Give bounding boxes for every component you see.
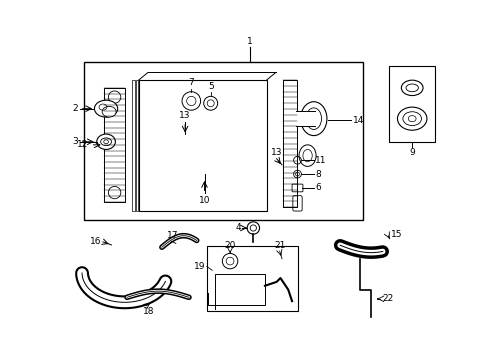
Bar — [138, 80, 266, 211]
Text: 10: 10 — [198, 195, 210, 204]
Bar — [295, 111, 315, 126]
Text: 3: 3 — [72, 137, 78, 146]
Text: 19: 19 — [193, 262, 205, 271]
Bar — [135, 80, 138, 211]
Ellipse shape — [101, 138, 111, 145]
Text: 13: 13 — [270, 148, 282, 157]
Text: 21: 21 — [273, 240, 285, 249]
Text: 13: 13 — [179, 111, 190, 120]
Text: 9: 9 — [408, 148, 414, 157]
Text: 2: 2 — [72, 104, 78, 113]
Text: 4: 4 — [235, 224, 241, 233]
Text: 1: 1 — [247, 37, 253, 46]
Text: 16: 16 — [90, 237, 101, 246]
Ellipse shape — [305, 108, 321, 130]
Bar — [84, 62, 363, 220]
Text: 5: 5 — [207, 82, 213, 91]
Text: 15: 15 — [390, 230, 402, 239]
Text: 18: 18 — [143, 306, 155, 315]
Text: 14: 14 — [352, 116, 363, 125]
Text: 11: 11 — [315, 156, 326, 165]
Text: 20: 20 — [224, 240, 235, 249]
Bar — [206, 246, 298, 311]
Bar — [214, 274, 264, 305]
Text: 12: 12 — [77, 140, 88, 149]
Text: 7: 7 — [188, 78, 194, 87]
Text: 8: 8 — [315, 170, 321, 179]
Bar — [388, 66, 434, 142]
Text: 6: 6 — [315, 184, 321, 193]
Ellipse shape — [300, 102, 326, 136]
Ellipse shape — [302, 149, 311, 162]
Bar — [132, 80, 135, 211]
Text: 17: 17 — [167, 230, 179, 239]
Ellipse shape — [94, 100, 118, 117]
Ellipse shape — [299, 145, 315, 166]
Ellipse shape — [102, 106, 116, 117]
Text: 22: 22 — [382, 294, 393, 303]
Bar — [103, 88, 125, 202]
Bar — [282, 80, 296, 207]
Ellipse shape — [97, 134, 115, 149]
